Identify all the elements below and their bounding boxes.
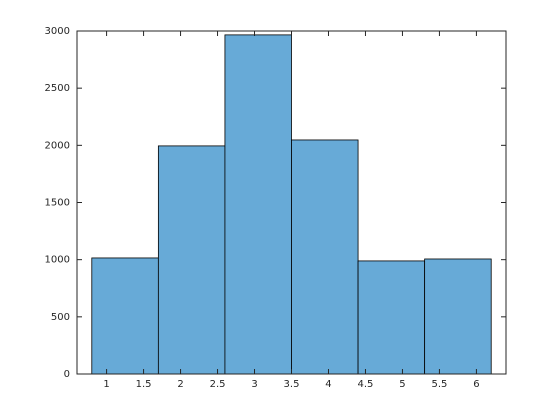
x-tick-label: 2.5 xyxy=(210,379,226,390)
x-tick-label: 3 xyxy=(251,379,257,390)
y-tick-label: 500 xyxy=(51,312,70,323)
x-tick-label: 5 xyxy=(399,379,405,390)
bar xyxy=(91,257,159,375)
x-tick-label: 2 xyxy=(177,379,183,390)
x-tick-label: 3.5 xyxy=(284,379,300,390)
y-tick-label: 2000 xyxy=(45,140,70,151)
bar xyxy=(157,145,226,375)
y-tick-label: 1000 xyxy=(45,255,70,266)
x-tick-label: 4 xyxy=(325,379,331,390)
x-tick-label: 4.5 xyxy=(358,379,374,390)
bar xyxy=(424,258,492,375)
bar xyxy=(291,139,359,375)
x-tick-label: 1 xyxy=(103,379,109,390)
x-tick-label: 6 xyxy=(473,379,479,390)
bar xyxy=(224,34,292,375)
y-tick-label: 3000 xyxy=(45,26,70,37)
x-tick-label: 1.5 xyxy=(136,379,152,390)
y-tick-label: 1500 xyxy=(45,198,70,209)
y-tick-label: 2500 xyxy=(45,83,70,94)
y-tick-label: 0 xyxy=(64,369,70,380)
bar xyxy=(357,260,426,375)
x-tick-label: 5.5 xyxy=(431,379,447,390)
